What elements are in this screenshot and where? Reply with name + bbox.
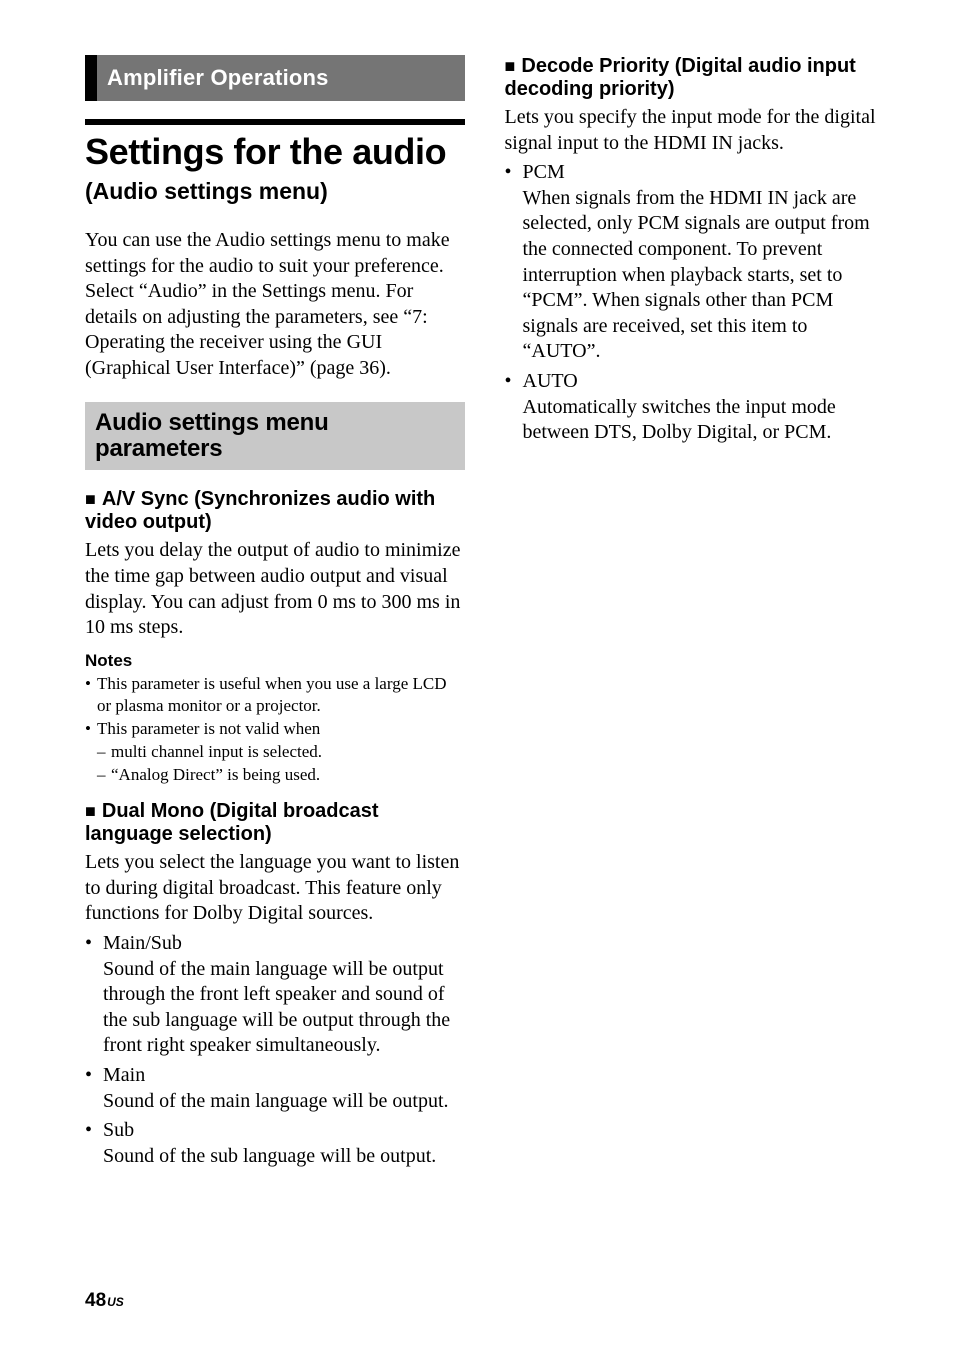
section-header-label: Amplifier Operations	[97, 55, 465, 101]
square-bullet-icon: ■	[85, 489, 96, 510]
option-body: When signals from the HDMI IN jack are s…	[523, 186, 885, 365]
av-sync-heading-text: A/V Sync (Synchronizes audio with video …	[85, 488, 435, 533]
note-text: This parameter is not valid when	[97, 719, 320, 738]
dual-mono-options: Main/Sub Sound of the main language will…	[85, 931, 465, 1169]
right-column: ■Decode Priority (Digital audio input de…	[505, 55, 885, 1179]
option-label: PCM	[523, 161, 565, 183]
dual-mono-body: Lets you select the language you want to…	[85, 850, 465, 927]
dual-mono-heading-block: ■Dual Mono (Digital broadcast language s…	[85, 800, 465, 846]
square-bullet-icon: ■	[505, 56, 516, 77]
av-sync-body: Lets you delay the output of audio to mi…	[85, 538, 465, 640]
decode-priority-heading-block: ■Decode Priority (Digital audio input de…	[505, 55, 885, 101]
dual-mono-heading-text: Dual Mono (Digital broadcast language se…	[85, 800, 379, 845]
page: Amplifier Operations Settings for the au…	[0, 0, 954, 1352]
page-footer: 48US	[85, 1290, 124, 1312]
note-subitem: “Analog Direct” is being used.	[85, 764, 465, 786]
option-item: AUTO Automatically switches the input mo…	[505, 369, 885, 446]
av-sync-heading-block: ■A/V Sync (Synchronizes audio with video…	[85, 488, 465, 534]
note-text: “Analog Direct” is being used.	[111, 765, 320, 784]
option-item: Main Sound of the main language will be …	[85, 1063, 465, 1114]
note-text: multi channel input is selected.	[111, 742, 322, 761]
note-subitem: multi channel input is selected.	[85, 741, 465, 763]
option-body: Sound of the main language will be outpu…	[103, 957, 465, 1059]
page-subtitle: (Audio settings menu)	[85, 178, 465, 206]
decode-priority-heading: ■Decode Priority (Digital audio input de…	[505, 55, 885, 101]
left-column: Amplifier Operations Settings for the au…	[85, 55, 465, 1179]
option-item: Sub Sound of the sub language will be ou…	[85, 1118, 465, 1169]
option-label: Main/Sub	[103, 932, 182, 954]
note-item: This parameter is not valid when	[85, 718, 465, 740]
decode-priority-options: PCM When signals from the HDMI IN jack a…	[505, 160, 885, 446]
note-text: This parameter is useful when you use a …	[97, 674, 447, 715]
horizontal-rule-thick	[85, 119, 465, 125]
notes-list: This parameter is useful when you use a …	[85, 673, 465, 786]
section-header-accent-bar	[85, 55, 97, 101]
av-sync-heading: ■A/V Sync (Synchronizes audio with video…	[85, 488, 465, 534]
two-column-layout: Amplifier Operations Settings for the au…	[85, 55, 884, 1179]
page-number: 48	[85, 1290, 106, 1311]
option-label: Sub	[103, 1119, 134, 1141]
decode-priority-heading-text: Decode Priority (Digital audio input dec…	[505, 55, 856, 100]
option-body: Sound of the sub language will be output…	[103, 1144, 465, 1170]
option-body: Sound of the main language will be outpu…	[103, 1089, 465, 1115]
option-body: Automatically switches the input mode be…	[523, 395, 885, 446]
notes-heading: Notes	[85, 651, 465, 671]
intro-paragraph: You can use the Audio settings menu to m…	[85, 228, 465, 382]
option-item: Main/Sub Sound of the main language will…	[85, 931, 465, 1059]
subsection-heading-band: Audio settings menu parameters	[85, 402, 465, 471]
option-label: AUTO	[523, 370, 578, 392]
note-item: This parameter is useful when you use a …	[85, 673, 465, 717]
page-region-suffix: US	[107, 1295, 124, 1309]
option-label: Main	[103, 1064, 145, 1086]
dual-mono-heading: ■Dual Mono (Digital broadcast language s…	[85, 800, 465, 846]
option-item: PCM When signals from the HDMI IN jack a…	[505, 160, 885, 365]
decode-priority-body: Lets you specify the input mode for the …	[505, 105, 885, 156]
page-title: Settings for the audio	[85, 131, 465, 172]
square-bullet-icon: ■	[85, 801, 96, 822]
section-header-band: Amplifier Operations	[85, 55, 465, 101]
